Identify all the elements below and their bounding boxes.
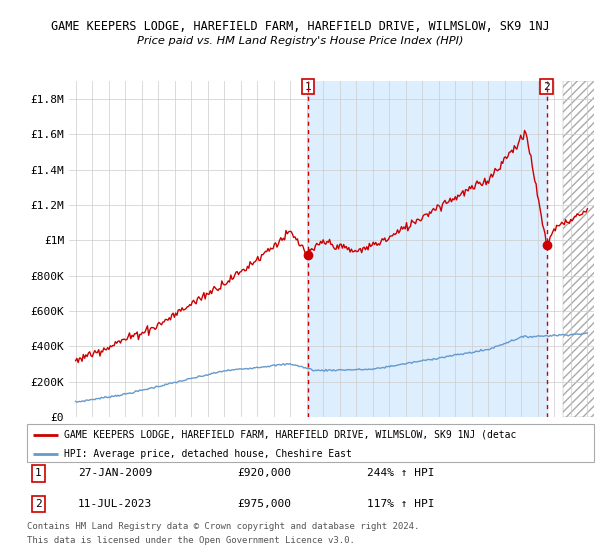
Text: 2: 2 — [35, 499, 42, 509]
Text: 1: 1 — [305, 82, 311, 91]
Text: £975,000: £975,000 — [237, 499, 291, 509]
Text: This data is licensed under the Open Government Licence v3.0.: This data is licensed under the Open Gov… — [27, 536, 355, 545]
Bar — [563, 81, 600, 417]
Text: 1: 1 — [35, 468, 42, 478]
Text: GAME KEEPERS LODGE, HAREFIELD FARM, HAREFIELD DRIVE, WILMSLOW, SK9 1NJ: GAME KEEPERS LODGE, HAREFIELD FARM, HARE… — [50, 20, 550, 32]
Text: 117% ↑ HPI: 117% ↑ HPI — [367, 499, 434, 509]
Text: 11-JUL-2023: 11-JUL-2023 — [78, 499, 152, 509]
Text: 27-JAN-2009: 27-JAN-2009 — [78, 468, 152, 478]
Text: Contains HM Land Registry data © Crown copyright and database right 2024.: Contains HM Land Registry data © Crown c… — [27, 522, 419, 531]
Text: £920,000: £920,000 — [237, 468, 291, 478]
Text: GAME KEEPERS LODGE, HAREFIELD FARM, HAREFIELD DRIVE, WILMSLOW, SK9 1NJ (detac: GAME KEEPERS LODGE, HAREFIELD FARM, HARE… — [64, 430, 516, 440]
Text: 2: 2 — [543, 82, 550, 91]
Text: Price paid vs. HM Land Registry's House Price Index (HPI): Price paid vs. HM Land Registry's House … — [137, 36, 463, 46]
Bar — [308, 81, 547, 417]
Bar — [563, 81, 600, 417]
FancyBboxPatch shape — [27, 424, 594, 462]
Text: HPI: Average price, detached house, Cheshire East: HPI: Average price, detached house, Ches… — [64, 449, 352, 459]
Text: 244% ↑ HPI: 244% ↑ HPI — [367, 468, 434, 478]
